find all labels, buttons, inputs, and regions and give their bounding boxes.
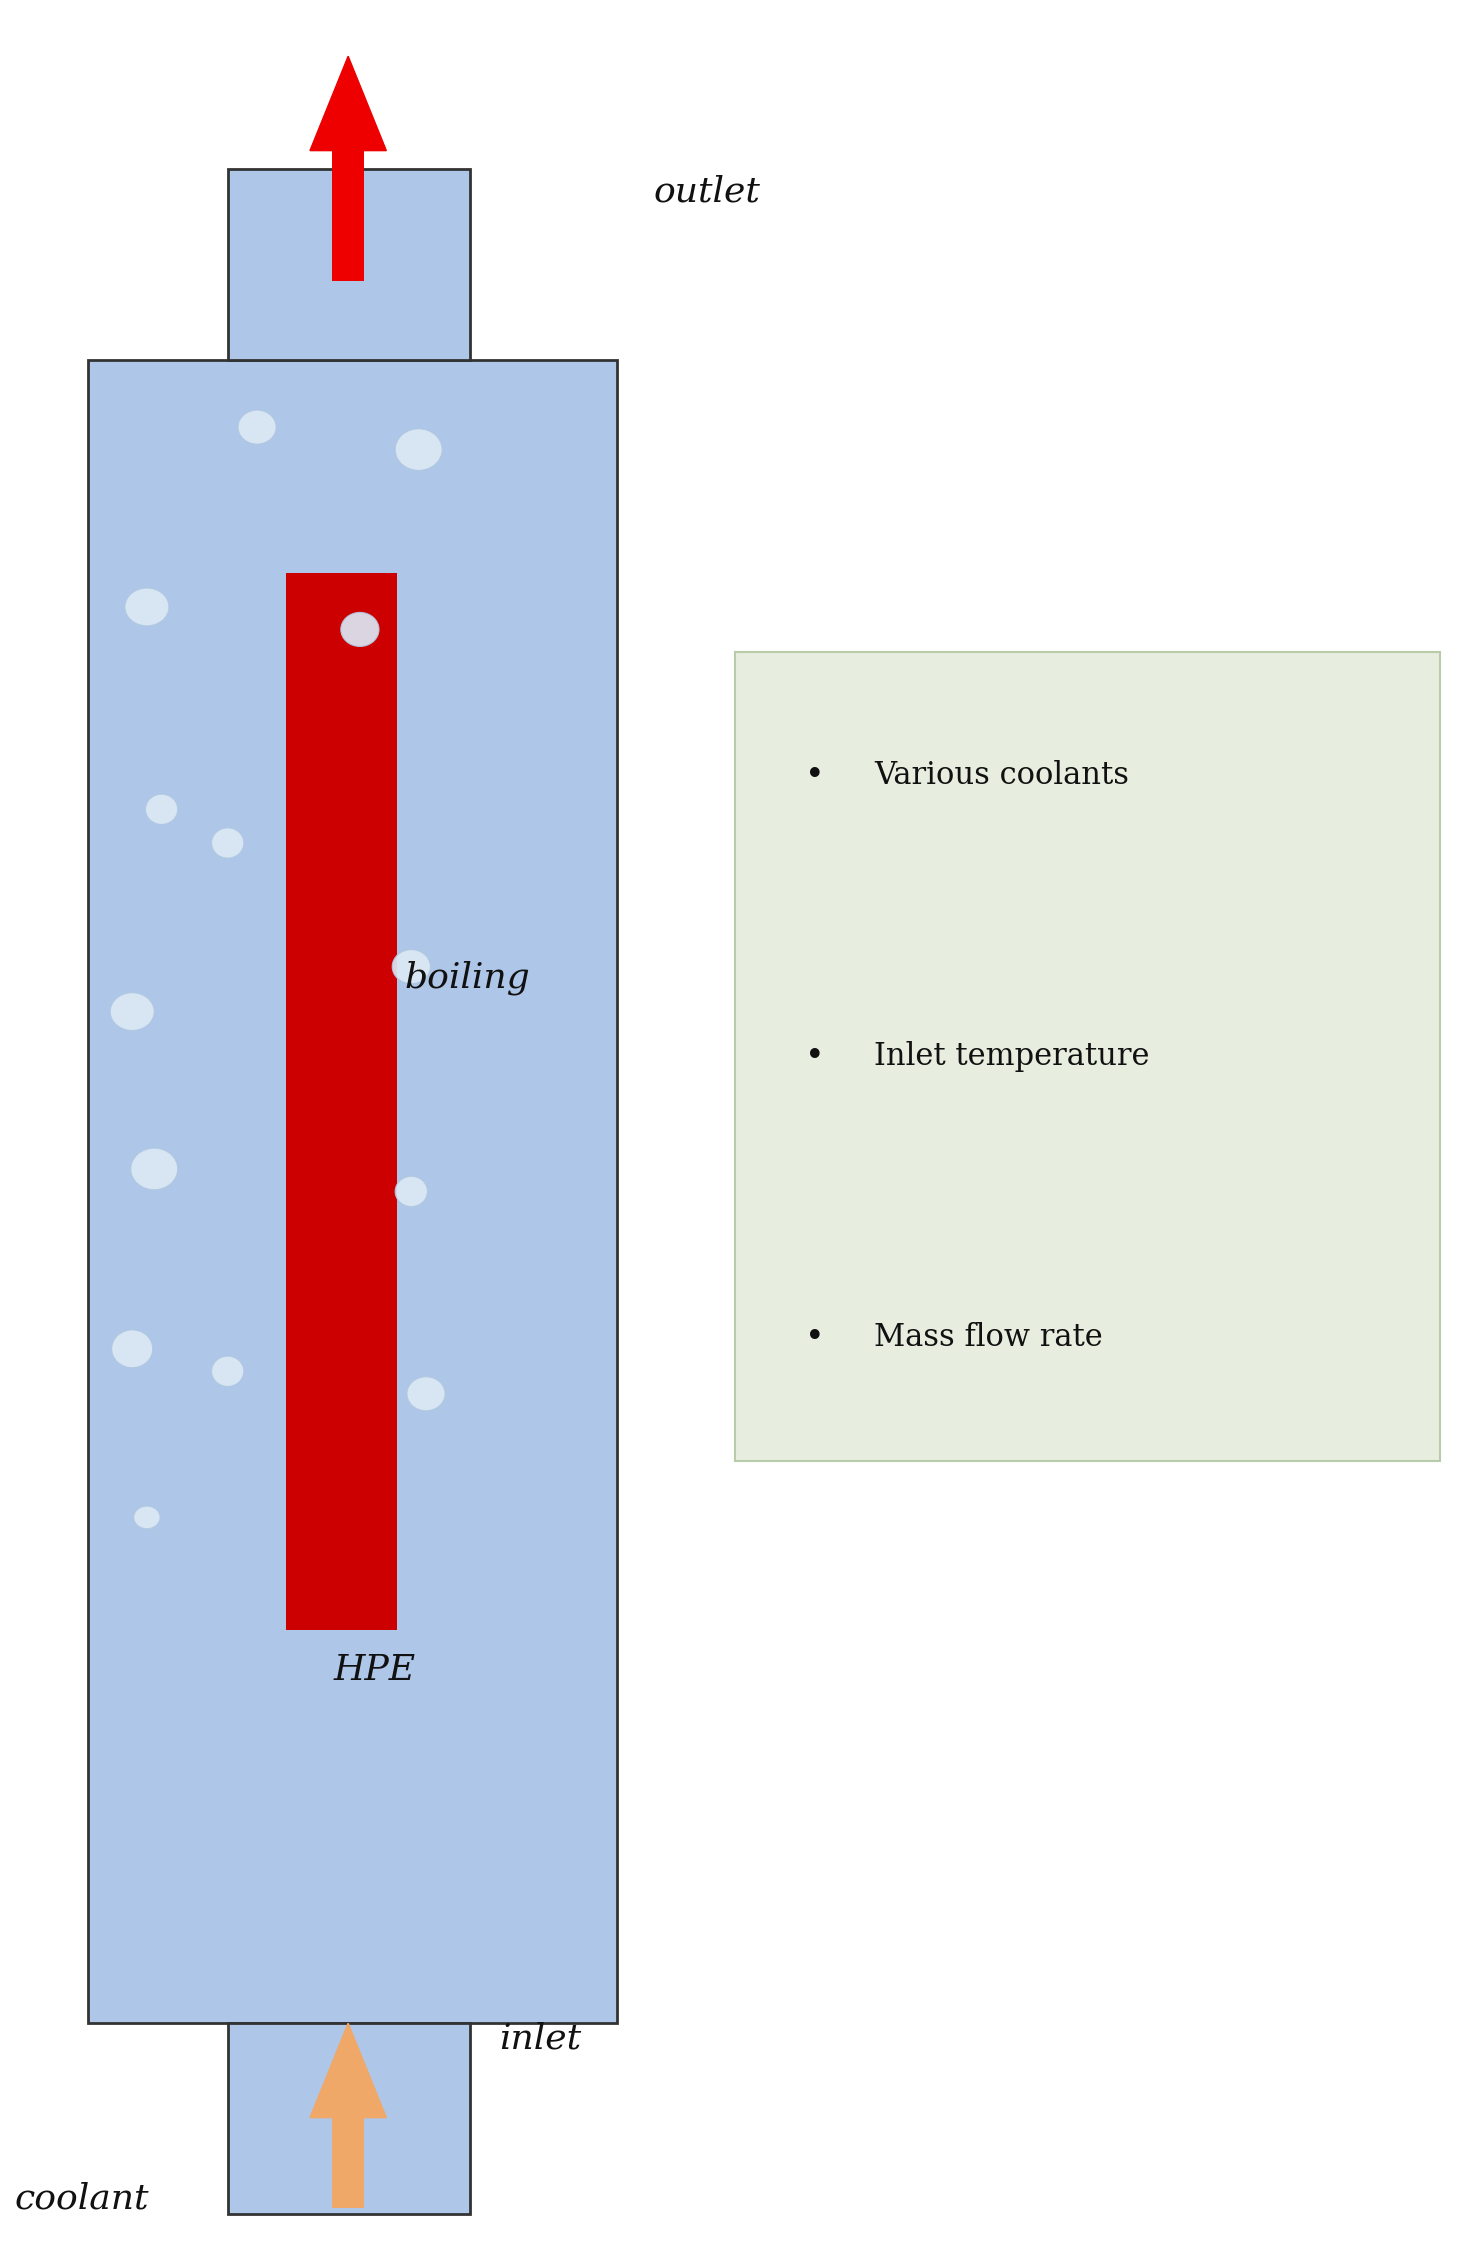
Text: Mass flow rate: Mass flow rate: [874, 1322, 1103, 1353]
Bar: [332, 151, 364, 281]
Text: HPE: HPE: [333, 1652, 416, 1688]
Ellipse shape: [395, 1176, 427, 1207]
Text: •: •: [805, 760, 826, 791]
Ellipse shape: [395, 429, 442, 470]
Ellipse shape: [112, 1331, 153, 1367]
Text: •: •: [805, 1322, 826, 1353]
Bar: [88, 360, 617, 2023]
Ellipse shape: [131, 1149, 178, 1189]
Bar: [228, 2023, 470, 2214]
Text: inlet: inlet: [499, 2021, 582, 2057]
Bar: [734, 652, 1440, 1461]
Bar: [332, 2118, 364, 2208]
Text: Inlet temperature: Inlet temperature: [874, 1041, 1150, 1072]
Text: outlet: outlet: [654, 173, 761, 209]
Polygon shape: [310, 2023, 386, 2118]
Ellipse shape: [238, 409, 276, 445]
Bar: [228, 169, 470, 360]
Text: boiling: boiling: [404, 960, 530, 996]
Text: Various coolants: Various coolants: [874, 760, 1130, 791]
Ellipse shape: [341, 611, 379, 647]
Bar: [286, 573, 397, 1630]
Ellipse shape: [134, 1506, 160, 1529]
Text: coolant: coolant: [15, 2181, 150, 2217]
Ellipse shape: [212, 1356, 244, 1387]
Ellipse shape: [212, 827, 244, 859]
Ellipse shape: [125, 589, 169, 625]
Ellipse shape: [407, 1376, 445, 1412]
Text: •: •: [805, 1041, 826, 1072]
Ellipse shape: [110, 994, 154, 1030]
Ellipse shape: [145, 794, 178, 825]
Polygon shape: [310, 56, 386, 151]
Ellipse shape: [392, 949, 430, 985]
